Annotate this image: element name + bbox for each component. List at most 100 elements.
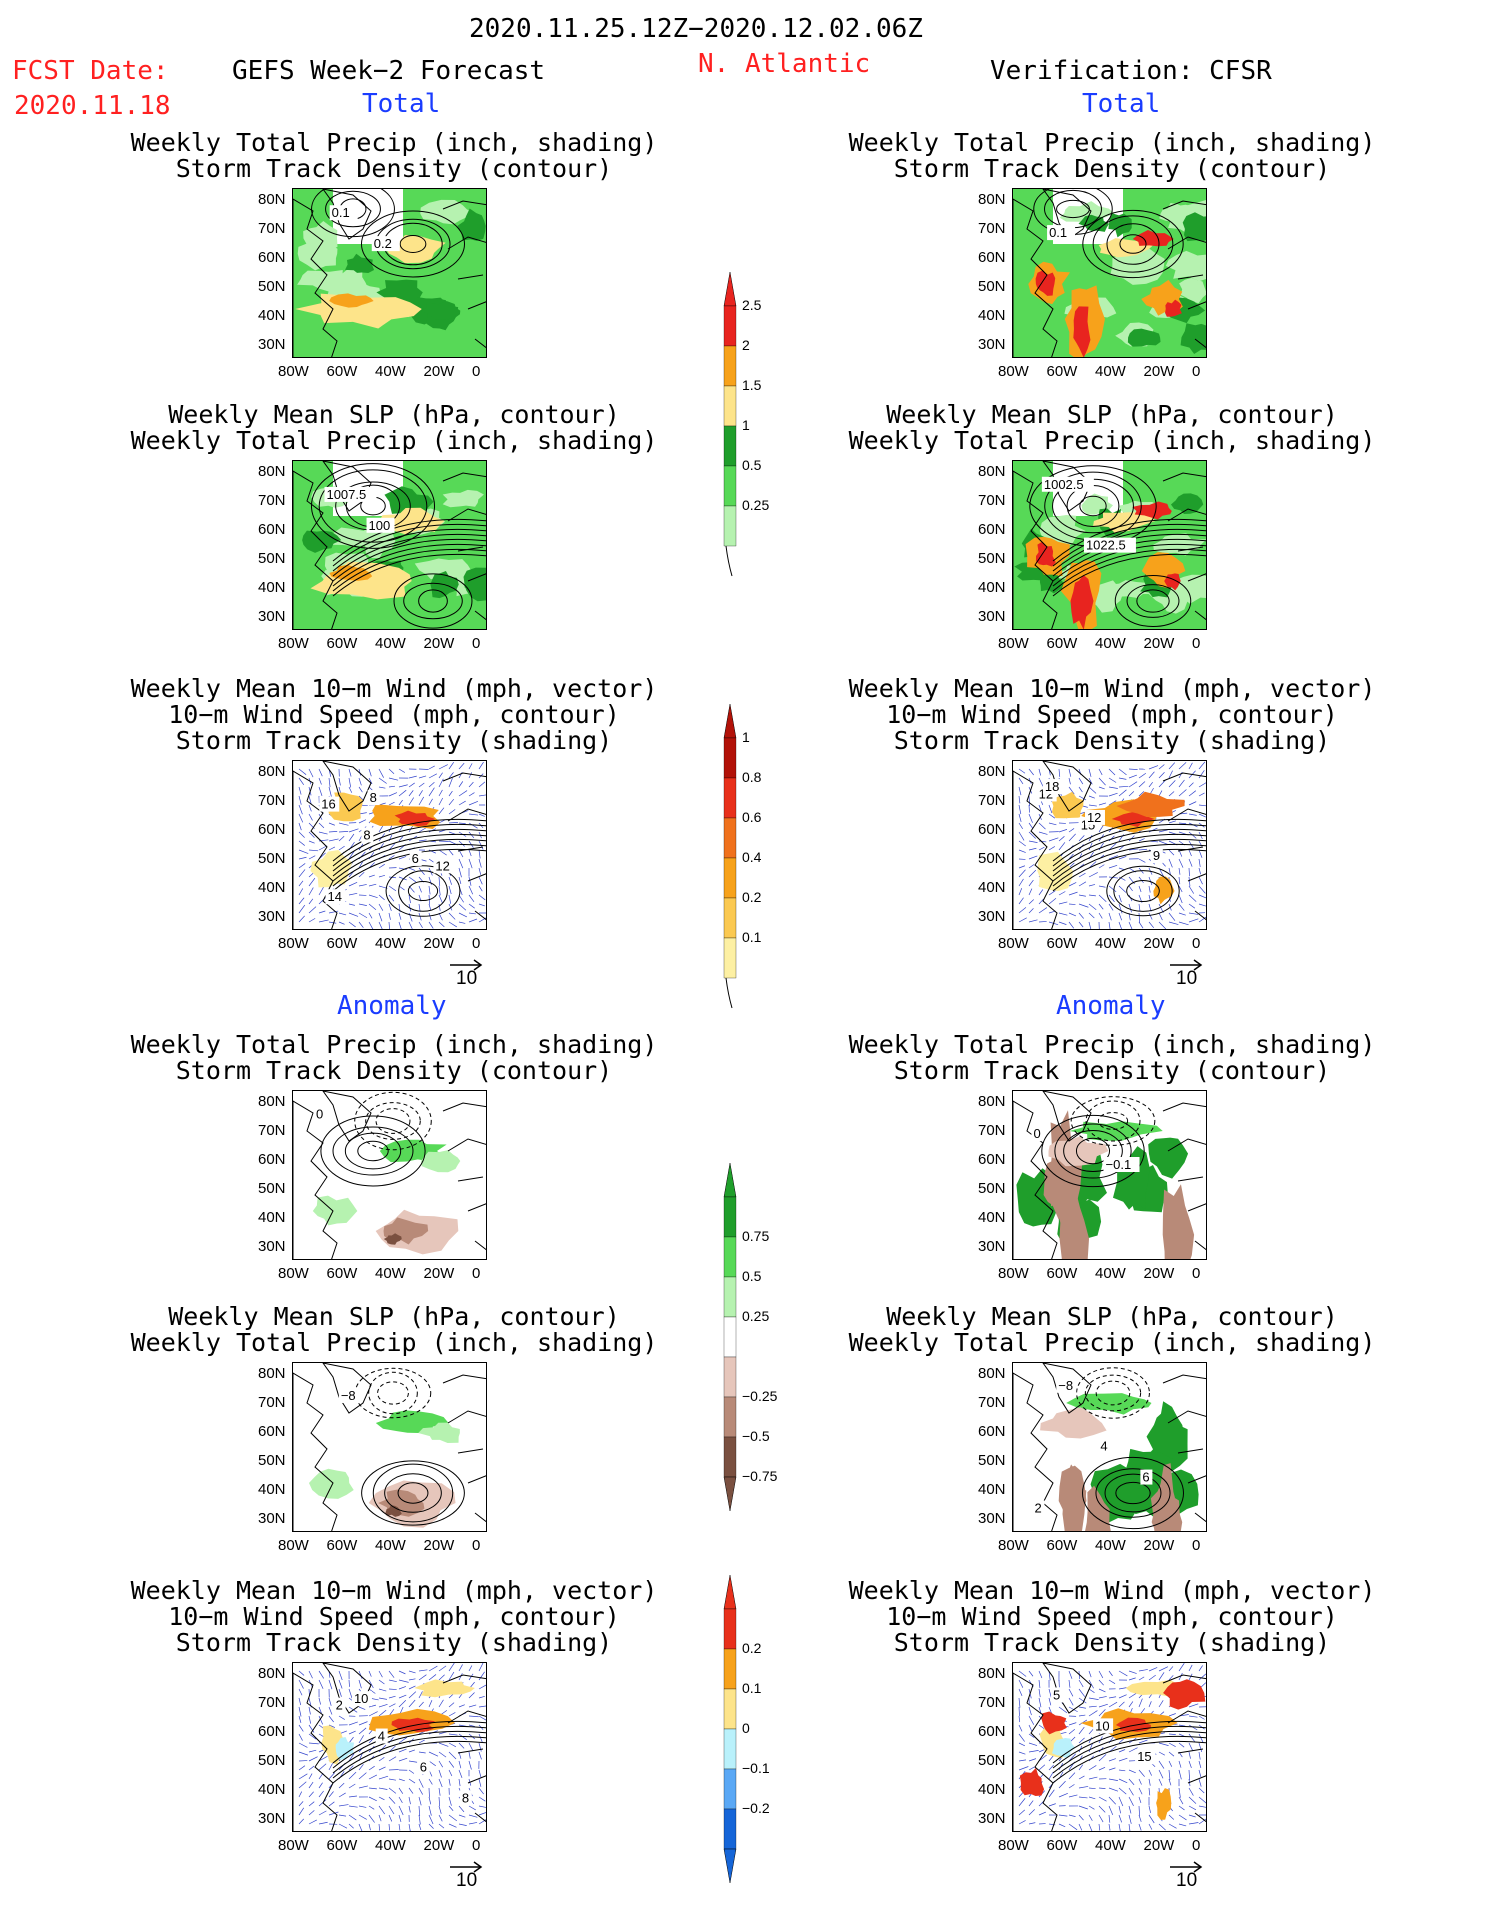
wind-vector bbox=[428, 1665, 438, 1672]
colorbar-label: 2.5 bbox=[742, 297, 762, 313]
lat-tick-label: 50N bbox=[978, 1180, 1006, 1197]
wind-vector bbox=[1098, 1754, 1107, 1762]
wind-vector bbox=[348, 921, 356, 928]
wind-vector bbox=[448, 1778, 451, 1786]
reference-arrow-icon bbox=[1170, 1861, 1203, 1873]
wind-vector bbox=[418, 1823, 422, 1831]
wind-vector bbox=[1138, 903, 1141, 912]
lon-tick-label: 80W bbox=[278, 363, 309, 380]
map-panel-p5: 16 8 12 14 8 6 bbox=[292, 760, 487, 930]
wind-vector bbox=[1148, 765, 1159, 770]
wind-vector bbox=[1098, 912, 1103, 919]
wind-vector bbox=[1178, 903, 1185, 911]
contour-line bbox=[332, 528, 486, 572]
colorbar-segment bbox=[723, 505, 737, 547]
wind-vector bbox=[1108, 1778, 1118, 1781]
wind-vector bbox=[1188, 876, 1191, 887]
contour-label: 5 bbox=[1051, 1687, 1064, 1703]
wind-vector bbox=[308, 877, 316, 887]
wind-vector bbox=[1118, 845, 1125, 851]
wind-vector bbox=[358, 1679, 362, 1689]
wind-vector bbox=[1018, 888, 1023, 896]
wind-vector bbox=[448, 1712, 456, 1717]
contour-label-text: 9 bbox=[1153, 848, 1160, 863]
wind-vector bbox=[428, 787, 435, 797]
wind-vector bbox=[378, 1697, 388, 1700]
wind-vector bbox=[328, 1801, 335, 1807]
wind-vector bbox=[1138, 1676, 1145, 1681]
wind-vector bbox=[478, 1819, 486, 1825]
wind-vector bbox=[358, 921, 364, 928]
wind-vector bbox=[1038, 889, 1044, 896]
wind-vector bbox=[318, 1706, 322, 1714]
contour-label: 1022.5 bbox=[1083, 537, 1136, 553]
wind-vector bbox=[318, 768, 323, 777]
wind-vector bbox=[308, 840, 315, 844]
wind-vector bbox=[1068, 1728, 1075, 1735]
wind-vector bbox=[348, 1679, 350, 1687]
wind-vector bbox=[1088, 1710, 1098, 1717]
contour-line bbox=[377, 1381, 409, 1405]
lon-tick-label: 40W bbox=[375, 635, 406, 652]
colorbar-segment bbox=[723, 1436, 737, 1478]
wind-vector bbox=[418, 1814, 421, 1825]
wind-vector bbox=[1058, 1814, 1068, 1817]
wind-vector bbox=[1128, 921, 1133, 929]
wind-vector bbox=[1158, 1700, 1164, 1708]
wind-vector bbox=[428, 1814, 434, 1825]
contour-label-text: 2 bbox=[1034, 1500, 1041, 1515]
wind-vector bbox=[1018, 1679, 1024, 1688]
wind-vector bbox=[1018, 1751, 1026, 1755]
wind-vector bbox=[358, 861, 363, 869]
wind-vector bbox=[1068, 1794, 1078, 1798]
coastline-europe-africa bbox=[1162, 1374, 1206, 1523]
wind-vector bbox=[298, 1742, 308, 1748]
wind-vector bbox=[1198, 782, 1206, 788]
wind-vector bbox=[378, 1709, 387, 1717]
wind-vector bbox=[478, 781, 486, 788]
wind-vector bbox=[1068, 1688, 1074, 1697]
wind-vector bbox=[1138, 791, 1145, 797]
contour-line bbox=[397, 1482, 429, 1504]
wind-vector bbox=[1118, 876, 1126, 881]
wind-vector bbox=[298, 1781, 307, 1789]
contour-label: 1007.5 bbox=[324, 486, 377, 502]
wind-vector bbox=[1188, 1760, 1192, 1769]
wind-vector bbox=[318, 777, 322, 785]
wind-vector bbox=[1128, 1796, 1134, 1806]
wind-vector bbox=[1048, 1688, 1052, 1698]
contour-label: 14 bbox=[325, 889, 346, 905]
wind-vector bbox=[388, 903, 392, 912]
wind-vector bbox=[418, 790, 423, 797]
wind-vector bbox=[468, 885, 474, 895]
contour-line bbox=[1052, 518, 1206, 562]
map-svg: 0 bbox=[293, 1091, 486, 1259]
wind-vector bbox=[358, 872, 365, 878]
wind-vector bbox=[1128, 1701, 1134, 1708]
contour-line bbox=[385, 865, 461, 917]
shade-region bbox=[1039, 573, 1065, 594]
wind-vector bbox=[1108, 1679, 1116, 1684]
colorbar-segment bbox=[723, 305, 737, 347]
contour-label-text: −0.1 bbox=[1106, 1157, 1132, 1172]
wind-vector bbox=[418, 827, 427, 833]
wind-vector bbox=[418, 1787, 423, 1795]
lon-tick-label: 20W bbox=[1143, 935, 1175, 952]
wind-vector bbox=[1168, 1742, 1176, 1748]
wind-vector bbox=[348, 1823, 354, 1829]
wind-vector bbox=[1198, 858, 1201, 867]
lon-tick-label: 20W bbox=[423, 935, 455, 952]
lon-tick-label: 0 bbox=[1192, 363, 1201, 380]
wind-vector bbox=[428, 921, 434, 929]
wind-vector bbox=[468, 858, 473, 869]
wind-vector bbox=[1188, 1787, 1194, 1796]
shade-region bbox=[414, 1679, 475, 1698]
wind-vector bbox=[398, 1700, 407, 1708]
wind-vector bbox=[1188, 762, 1193, 770]
wind-vector bbox=[478, 917, 486, 923]
wind-vector bbox=[338, 831, 349, 833]
lat-tick-label: 30N bbox=[258, 1238, 286, 1255]
wind-vector bbox=[308, 1742, 319, 1745]
lon-tick-label: 0 bbox=[1192, 935, 1201, 952]
wind-vector bbox=[338, 777, 341, 786]
